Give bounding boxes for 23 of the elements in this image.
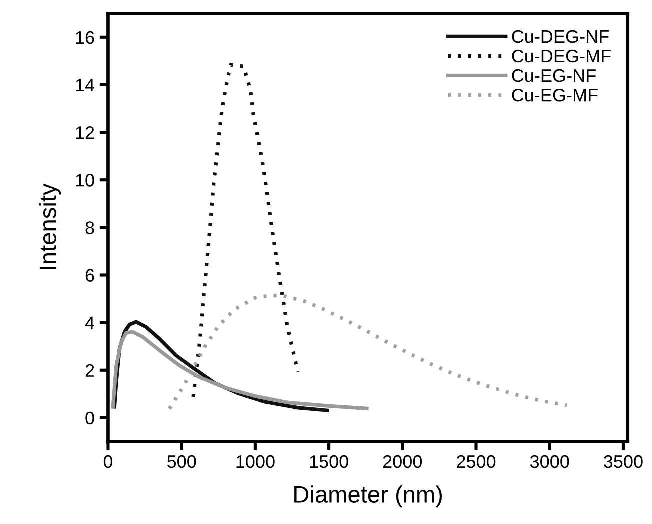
x-tick-label: 500	[167, 455, 196, 468]
x-tick-label: 2000	[383, 455, 422, 468]
y-axis-title: Intensity	[39, 184, 62, 270]
legend-label: Cu-EG-MF	[512, 88, 598, 102]
x-axis-title: Diameter (nm)	[294, 486, 442, 508]
x-tick-label: 0	[104, 455, 113, 468]
legend-label: Cu-DEG-MF	[512, 50, 611, 63]
x-tick-label: 3000	[530, 455, 570, 468]
legend-label: Cu-DEG-NF	[512, 30, 609, 44]
y-tick-label: 16	[76, 31, 94, 44]
x-tick-label: 2500	[457, 455, 496, 468]
y-tick-label: 6	[86, 269, 94, 282]
y-tick-label: 4	[85, 316, 95, 330]
x-tick-label: 3500	[604, 455, 643, 468]
legend-label: Cu-EG-NF	[512, 69, 596, 82]
y-tick-label: 2	[86, 364, 94, 377]
y-tick-label: 0	[86, 412, 94, 425]
y-tick-label: 10	[76, 174, 94, 187]
y-tick-label: 12	[76, 126, 94, 140]
x-tick-label: 1000	[236, 455, 275, 468]
y-tick-label: 8	[86, 222, 94, 234]
y-tick-label: 14	[76, 79, 95, 92]
x-tick-label: 1500	[310, 455, 348, 468]
